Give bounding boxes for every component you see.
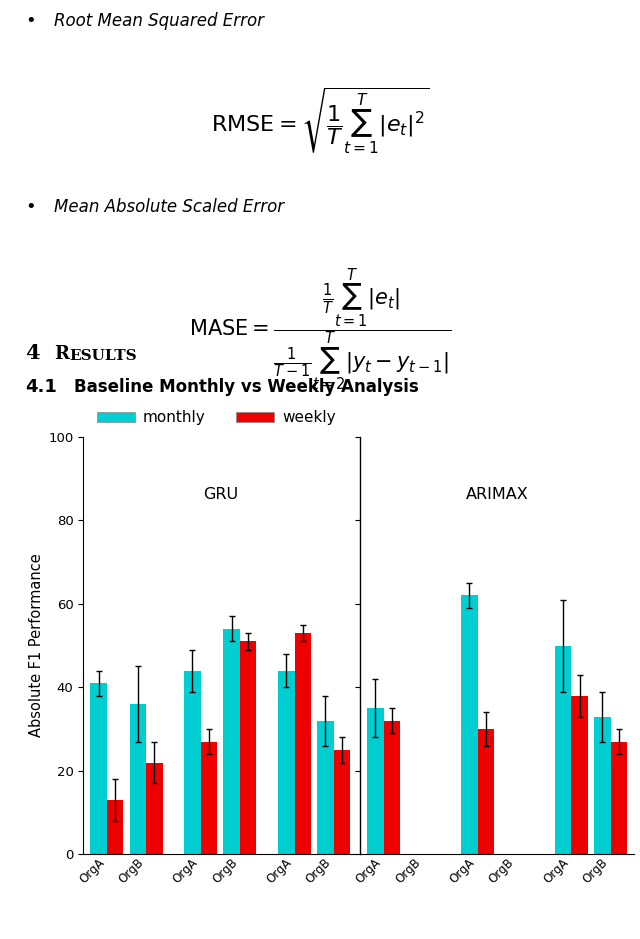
Text: Baseline Monthly vs Weekly Analysis: Baseline Monthly vs Weekly Analysis [74, 377, 419, 395]
Bar [107, 800, 124, 854]
Text: 4: 4 [26, 344, 40, 363]
Text: •: • [26, 198, 36, 216]
Text: GRU: GRU [203, 486, 238, 501]
Text: $\mathrm{MASE} = \dfrac{\frac{1}{T}\sum_{t=1}^{T}|e_t|}{\frac{1}{T-1}\sum_{t=2}^: $\mathrm{MASE} = \dfrac{\frac{1}{T}\sum_… [189, 267, 451, 393]
Bar [90, 684, 107, 854]
Y-axis label: Absolute F1 Performance: Absolute F1 Performance [29, 554, 44, 737]
Bar [384, 721, 400, 854]
Bar [594, 716, 611, 854]
Bar [611, 742, 627, 854]
Bar [477, 729, 494, 854]
Text: Root Mean Squared Error: Root Mean Squared Error [54, 12, 264, 30]
Bar [572, 696, 588, 854]
Bar [184, 670, 201, 854]
Bar [367, 708, 384, 854]
Bar [317, 721, 333, 854]
Text: ESULTS: ESULTS [69, 349, 137, 363]
Text: $\mathrm{RMSE} = \sqrt{\dfrac{1}{T}\sum_{t=1}^{T}|e_t|^2}$: $\mathrm{RMSE} = \sqrt{\dfrac{1}{T}\sum_… [211, 85, 429, 155]
Text: •: • [26, 12, 36, 30]
Bar [201, 742, 217, 854]
Legend: monthly, weekly: monthly, weekly [91, 405, 342, 431]
Bar [146, 762, 163, 854]
Bar [555, 646, 572, 854]
Bar [333, 750, 350, 854]
Text: Mean Absolute Scaled Error: Mean Absolute Scaled Error [54, 198, 285, 216]
Bar [223, 629, 240, 854]
Bar [129, 704, 146, 854]
Bar [461, 595, 477, 854]
Bar [294, 633, 311, 854]
Text: 4.1: 4.1 [26, 377, 58, 395]
Text: R: R [54, 346, 69, 363]
Bar [278, 670, 294, 854]
Text: ARIMAX: ARIMAX [466, 486, 529, 501]
Bar [240, 641, 257, 854]
